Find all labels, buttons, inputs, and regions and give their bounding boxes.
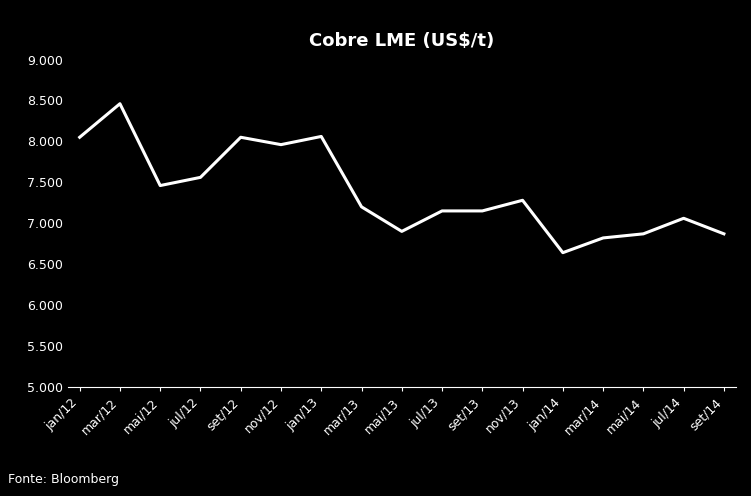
Text: Fonte: Bloomberg: Fonte: Bloomberg <box>8 473 119 486</box>
Title: Cobre LME (US$/t): Cobre LME (US$/t) <box>309 32 494 50</box>
